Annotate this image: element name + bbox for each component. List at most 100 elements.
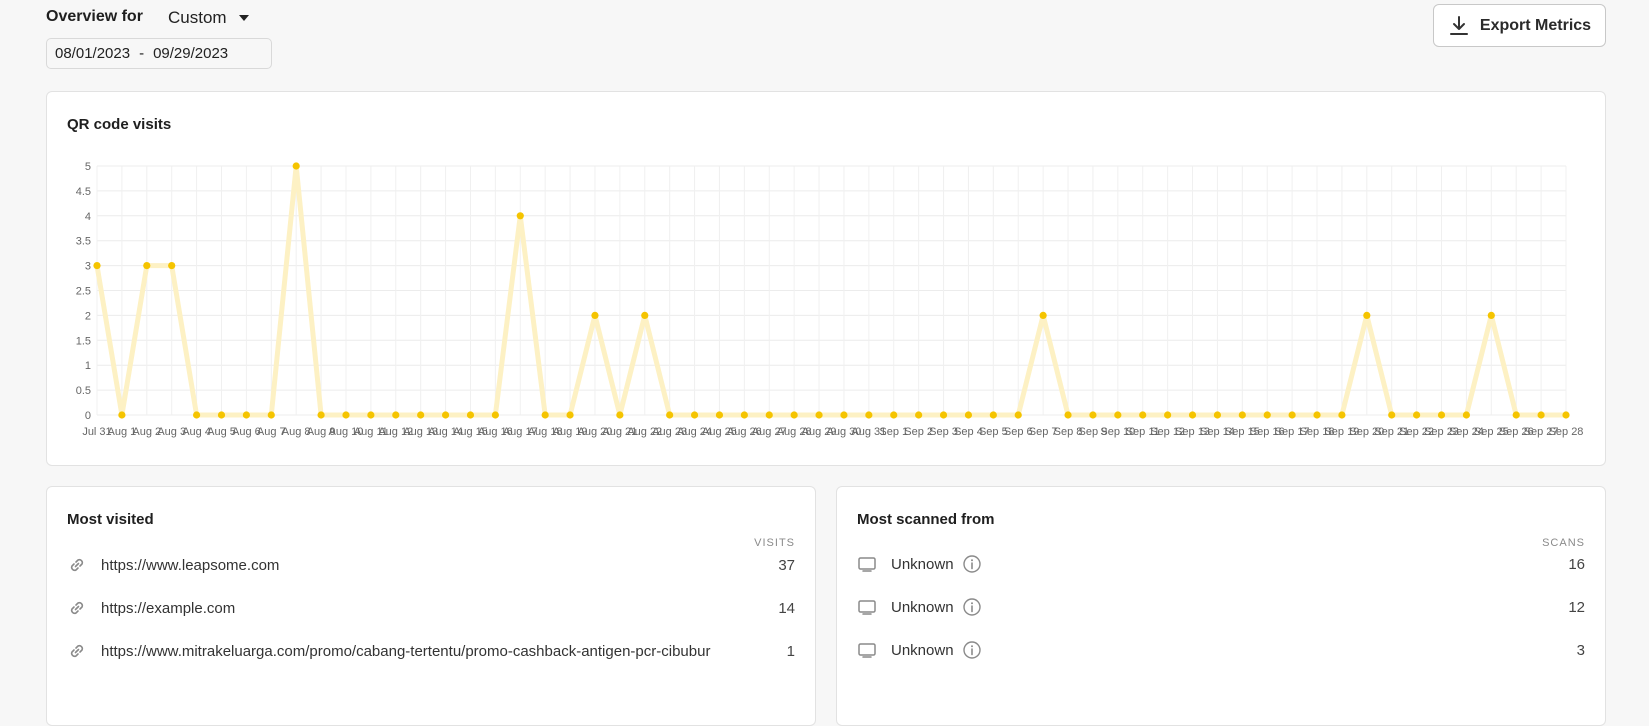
data-point[interactable] — [392, 411, 400, 419]
x-tick-label: Sep 12 — [1150, 426, 1185, 438]
data-point[interactable] — [915, 411, 923, 419]
data-point[interactable] — [1413, 411, 1421, 419]
date-start[interactable]: 08/01/2023 — [55, 45, 131, 62]
date-end[interactable]: 09/29/2023 — [153, 45, 229, 62]
data-point[interactable] — [1288, 411, 1296, 419]
x-tick-label: Sep 6 — [1004, 426, 1033, 438]
data-point[interactable] — [1114, 411, 1122, 419]
x-tick-label: Aug 13 — [403, 426, 438, 438]
data-point[interactable] — [491, 411, 499, 419]
visited-url[interactable]: https://www.mitrakeluarga.com/promo/caba… — [101, 642, 711, 660]
data-point[interactable] — [1313, 411, 1321, 419]
link-icon — [67, 598, 87, 618]
info-icon[interactable] — [962, 640, 982, 660]
data-point[interactable] — [1437, 411, 1446, 419]
data-point[interactable] — [217, 411, 226, 419]
data-point[interactable] — [1263, 411, 1271, 419]
x-tick-label: Sep 23 — [1424, 426, 1459, 438]
data-point[interactable] — [168, 262, 176, 270]
data-point[interactable] — [516, 212, 524, 220]
list-item: Unknown 3 — [857, 638, 1585, 662]
data-point[interactable] — [541, 411, 549, 419]
y-tick-label: 0 — [85, 410, 91, 422]
data-point[interactable] — [939, 411, 948, 419]
x-tick-label: Aug 6 — [232, 426, 261, 438]
data-point[interactable] — [1188, 411, 1197, 419]
x-tick-label: Sep 1 — [879, 426, 908, 438]
data-point[interactable] — [417, 411, 425, 419]
y-tick-label: 0.5 — [76, 385, 91, 397]
data-point[interactable] — [1213, 411, 1222, 419]
list-item[interactable]: https://www.mitrakeluarga.com/promo/caba… — [67, 639, 795, 663]
info-icon[interactable] — [962, 554, 982, 574]
list-item[interactable]: https://example.com 14 — [67, 596, 795, 620]
most-scanned-card: Most scanned from SCANS Unknown 16 Unkno… — [836, 486, 1606, 726]
visited-url[interactable]: https://www.leapsome.com — [101, 556, 280, 574]
x-tick-label: Sep 22 — [1399, 426, 1434, 438]
data-point[interactable] — [765, 411, 773, 419]
data-point[interactable] — [1238, 411, 1246, 419]
x-tick-label: Aug 21 — [602, 426, 637, 438]
data-point[interactable] — [815, 411, 823, 419]
data-point[interactable] — [1014, 411, 1022, 419]
data-point[interactable] — [790, 411, 798, 419]
data-point[interactable] — [1139, 411, 1147, 419]
scans-column-header: SCANS — [1542, 537, 1585, 549]
data-point[interactable] — [591, 311, 599, 319]
data-point[interactable] — [989, 411, 997, 419]
data-point[interactable] — [1363, 311, 1371, 319]
data-point[interactable] — [566, 411, 574, 419]
link-icon — [67, 641, 87, 661]
data-point[interactable] — [1562, 411, 1570, 419]
data-point[interactable] — [342, 411, 350, 419]
data-point[interactable] — [1064, 411, 1072, 419]
data-point[interactable] — [242, 411, 250, 419]
data-point[interactable] — [1487, 311, 1495, 319]
data-point[interactable] — [1089, 411, 1097, 419]
export-metrics-label: Export Metrics — [1479, 16, 1592, 34]
data-point[interactable] — [317, 411, 325, 419]
x-tick-label: Aug 20 — [578, 426, 613, 438]
info-icon[interactable] — [962, 597, 982, 617]
data-point[interactable] — [890, 411, 898, 419]
x-tick-label: Aug 22 — [627, 426, 662, 438]
data-point[interactable] — [143, 262, 151, 270]
y-tick-label: 5 — [85, 161, 91, 173]
data-point[interactable] — [840, 411, 848, 419]
data-point[interactable] — [93, 262, 101, 270]
data-point[interactable] — [1338, 411, 1346, 419]
data-point[interactable] — [616, 411, 624, 419]
data-point[interactable] — [964, 411, 973, 419]
visit-count: 37 — [778, 556, 795, 574]
list-item[interactable]: https://www.leapsome.com 37 — [67, 553, 795, 577]
data-point[interactable] — [1537, 411, 1545, 419]
range-select[interactable]: Custom — [168, 6, 249, 30]
list-item: Unknown 12 — [857, 595, 1585, 619]
data-point[interactable] — [715, 411, 724, 419]
data-point[interactable] — [740, 411, 748, 419]
data-point[interactable] — [666, 411, 674, 419]
visited-url[interactable]: https://example.com — [101, 599, 236, 617]
data-point[interactable] — [441, 411, 450, 419]
y-axis-ticks: 0 0.5 1 1.5 2 2.5 3 3.5 4 4.5 5 — [76, 161, 91, 422]
data-point[interactable] — [466, 411, 475, 419]
data-point[interactable] — [641, 311, 649, 319]
data-point[interactable] — [690, 411, 699, 419]
data-point[interactable] — [118, 411, 126, 419]
data-point[interactable] — [1462, 411, 1471, 419]
export-metrics-button[interactable]: Export Metrics — [1433, 4, 1606, 47]
data-point[interactable] — [192, 411, 201, 419]
data-point[interactable] — [1039, 311, 1047, 319]
data-point[interactable] — [367, 411, 375, 419]
x-tick-label: Aug 5 — [207, 426, 236, 438]
most-visited-title: Most visited — [67, 511, 154, 528]
data-point[interactable] — [1388, 411, 1396, 419]
data-point[interactable] — [1512, 411, 1520, 419]
data-point[interactable] — [267, 411, 275, 419]
data-point[interactable] — [1164, 411, 1172, 419]
x-tick-label: Aug 12 — [378, 426, 413, 438]
data-point[interactable] — [865, 411, 873, 419]
date-range-input[interactable]: 08/01/2023 - 09/29/2023 — [46, 38, 272, 69]
data-point[interactable] — [292, 162, 300, 170]
